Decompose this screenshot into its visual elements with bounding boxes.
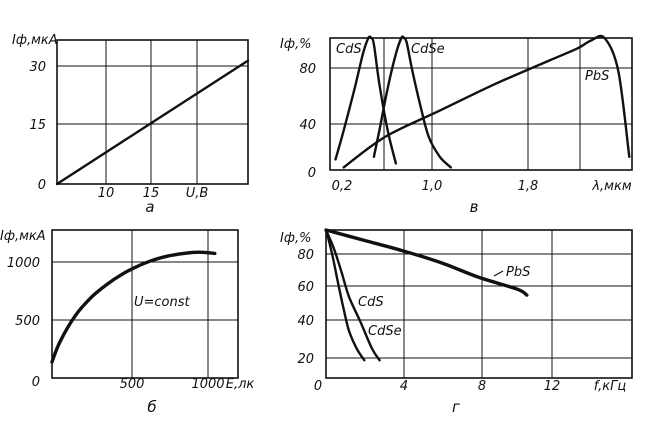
series-label: CdSe: [368, 324, 402, 339]
x-tick-label: 500: [120, 377, 145, 392]
y-tick-label: 0: [32, 375, 40, 390]
y-tick-label: 1000: [7, 256, 40, 271]
panel-b-curves: [50, 250, 217, 364]
panel-a-curves: [55, 59, 250, 186]
series-label: CdS: [336, 42, 362, 57]
x-tick-label: f,кГц: [594, 379, 627, 394]
series-label: CdSe: [411, 42, 445, 57]
panel-a-grid: [56, 39, 249, 185]
y-tick-label: 40: [297, 314, 314, 329]
series-line-pbs: [324, 228, 529, 297]
y-tick-label: 40: [299, 118, 316, 133]
plot-frame: [325, 229, 633, 379]
panel-g-curves: [324, 228, 529, 362]
plot-frame: [51, 229, 239, 379]
annotation-text: U=const: [134, 295, 191, 310]
x-tick-label: 10: [98, 186, 115, 201]
panel-g: 0 4 8 12 f,кГц 20 40 60 80 Iф,% г PbS CdS CdSe: [280, 228, 633, 416]
panel-letter: б: [147, 398, 156, 416]
y-tick-label: 30: [29, 60, 46, 75]
x-tick-label: 0: [314, 379, 322, 394]
y-axis-label: Iф,мкА: [12, 33, 58, 48]
panel-g-labels: 0 4 8 12 f,кГц 20 40 60 80 Iф,% г PbS CdS CdSe: [280, 231, 626, 416]
y-tick-label: 60: [297, 280, 314, 295]
x-tick-label: 1000: [191, 377, 224, 392]
series-line-cds: [324, 228, 366, 362]
x-tick-label: 0,2: [332, 179, 353, 194]
series-label: PbS: [585, 69, 609, 84]
y-tick-label: 20: [297, 352, 314, 367]
panel-a-labels: 10 15 U,В 0 15 30 Iф,мкА а: [12, 33, 208, 216]
panel-v-labels: 0,2 1,0 1,8 λ,мкм 0 40 80 Iф,% в CdS CdSe PbS: [280, 37, 632, 216]
panel-v-curves: [334, 34, 631, 169]
x-tick-label: 4: [400, 379, 408, 394]
label-leader-line: [493, 270, 504, 277]
panel-letter: в: [470, 198, 479, 216]
series-line: [55, 59, 250, 186]
panel-a: 10 15 U,В 0 15 30 Iф,мкА а: [12, 33, 250, 216]
series-line-cdse: [324, 228, 381, 362]
series-line-pbs: [342, 34, 631, 169]
y-axis-label: Iф,%: [280, 37, 311, 52]
y-tick-label: 500: [15, 314, 40, 329]
x-tick-label: U,В: [186, 186, 209, 201]
panel-letter: г: [452, 398, 460, 416]
series-label: PbS: [506, 265, 530, 280]
plot-frame: [329, 37, 633, 171]
y-tick-label: 15: [29, 118, 46, 133]
plot-frame: [56, 39, 249, 185]
x-tick-label: E,лк: [226, 377, 255, 392]
panel-v: 0,2 1,0 1,8 λ,мкм 0 40 80 Iф,% в CdS CdSe PbS: [280, 34, 633, 216]
series-line-cdse: [372, 35, 452, 169]
y-tick-label: 80: [299, 62, 316, 77]
x-tick-label: 15: [143, 186, 160, 201]
y-tick-label: 0: [308, 166, 316, 181]
panel-letter: а: [145, 198, 154, 216]
x-tick-label: 12: [544, 379, 561, 394]
x-tick-label: λ,мкм: [591, 179, 631, 194]
x-tick-label: 1,0: [422, 179, 443, 194]
series-label: CdS: [358, 295, 384, 310]
series-line: [50, 250, 217, 364]
y-axis-label: Iф,мкА: [0, 229, 46, 244]
x-tick-label: 8: [478, 379, 486, 394]
y-tick-label: 0: [38, 178, 46, 193]
y-tick-label: 80: [297, 248, 314, 263]
x-tick-label: 1,8: [518, 179, 539, 194]
y-axis-label: Iф,%: [280, 231, 311, 246]
